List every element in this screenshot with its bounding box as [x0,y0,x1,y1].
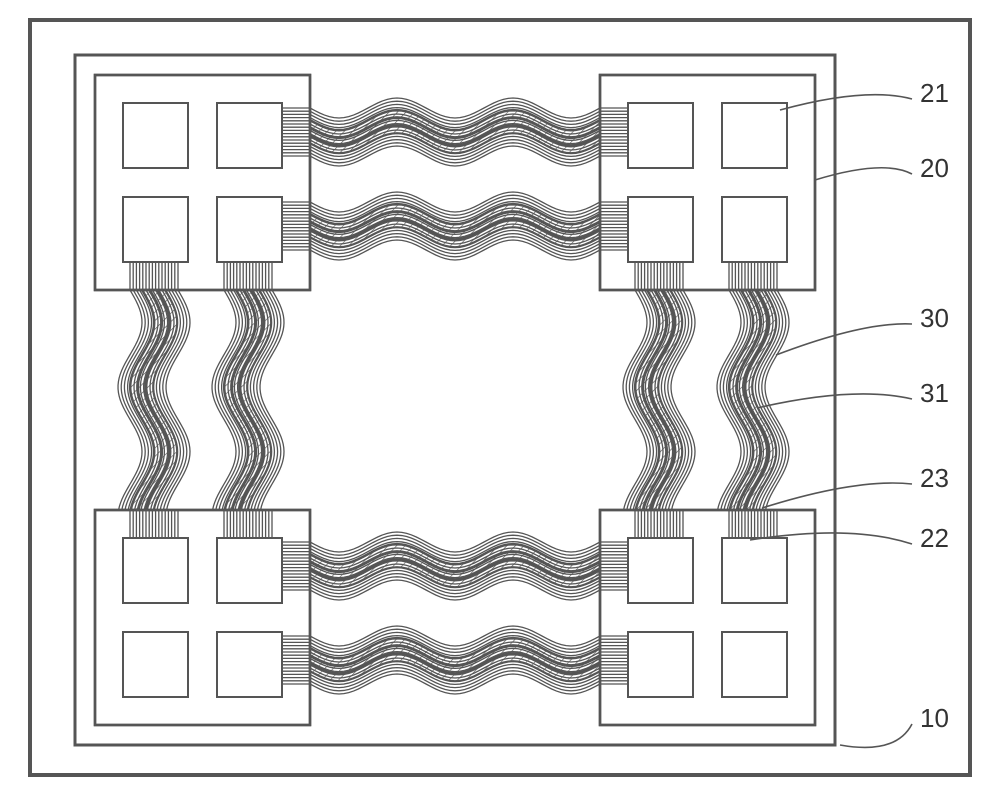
block-small-top [722,632,787,697]
cable-wave-band [310,204,600,231]
block-small-top [722,103,787,168]
ref-label: 22 [920,523,949,553]
block-small-top [123,538,188,603]
block-small-top [722,197,787,262]
block-small-top [628,538,693,603]
block-small-top [123,632,188,697]
cable-wave-band [310,638,600,665]
ref-label: 10 [920,703,949,733]
cable-wave-band [310,110,600,137]
cable-wave-line [310,192,600,212]
block-small-top [123,197,188,262]
cable-wave-line [310,98,600,118]
block-small-top [628,197,693,262]
ref-label: 23 [920,463,949,493]
cable-wave-band [310,544,600,571]
cable-wave-line [310,626,600,646]
block-small-top [628,103,693,168]
leader-line [762,483,912,508]
block-small-top [217,103,282,168]
block-small-top [217,632,282,697]
ref-label: 30 [920,303,949,333]
leader-line [776,324,912,355]
ref-label: 31 [920,378,949,408]
leader-line [815,168,912,180]
block-small-top [722,538,787,603]
cable-wave-line [310,532,600,552]
leader-line [840,724,912,747]
block-small-top [628,632,693,697]
ref-label: 21 [920,78,949,108]
block-small-top [217,197,282,262]
block-small-top [123,103,188,168]
block-small-top [217,538,282,603]
ref-label: 20 [920,153,949,183]
